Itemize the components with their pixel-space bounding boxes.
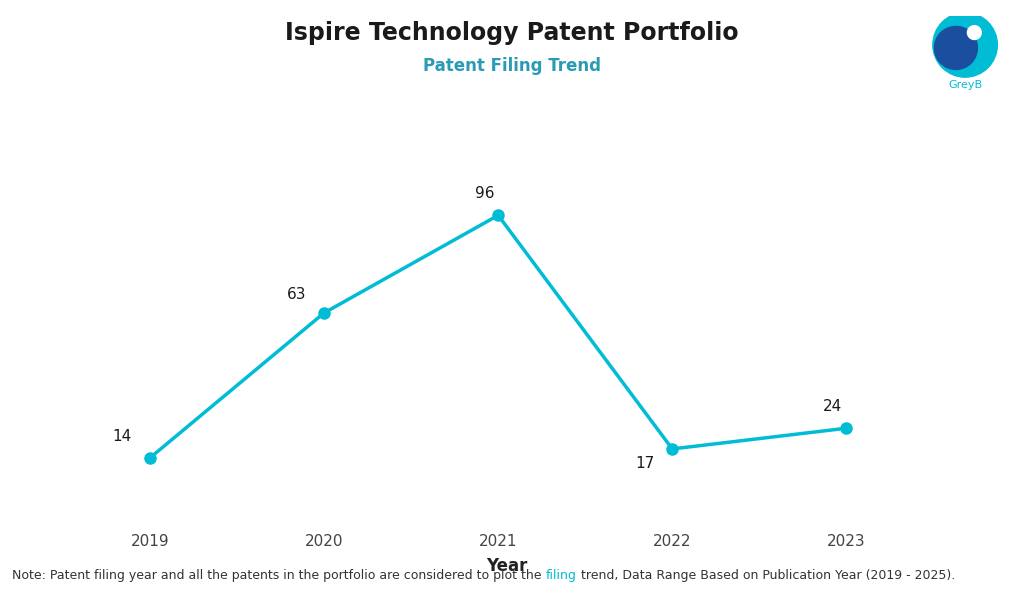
- Circle shape: [933, 13, 997, 77]
- Text: 14: 14: [113, 429, 132, 444]
- Text: Patent Filing Trend: Patent Filing Trend: [423, 57, 601, 75]
- Circle shape: [968, 26, 981, 40]
- Text: 63: 63: [287, 287, 306, 302]
- Text: filing: filing: [546, 569, 577, 582]
- X-axis label: Year: Year: [486, 557, 527, 575]
- Text: trend, Data Range Based on Publication Year (2019 - 2025).: trend, Data Range Based on Publication Y…: [577, 569, 955, 582]
- Circle shape: [934, 26, 977, 70]
- Text: 24: 24: [823, 399, 842, 414]
- Text: Ispire Technology Patent Portfolio: Ispire Technology Patent Portfolio: [286, 21, 738, 45]
- Text: 17: 17: [635, 456, 654, 471]
- Text: 96: 96: [474, 186, 494, 201]
- Text: Note: Patent filing year and all the patents in the portfolio are considered to : Note: Patent filing year and all the pat…: [12, 569, 546, 582]
- Text: GreyB: GreyB: [948, 80, 982, 90]
